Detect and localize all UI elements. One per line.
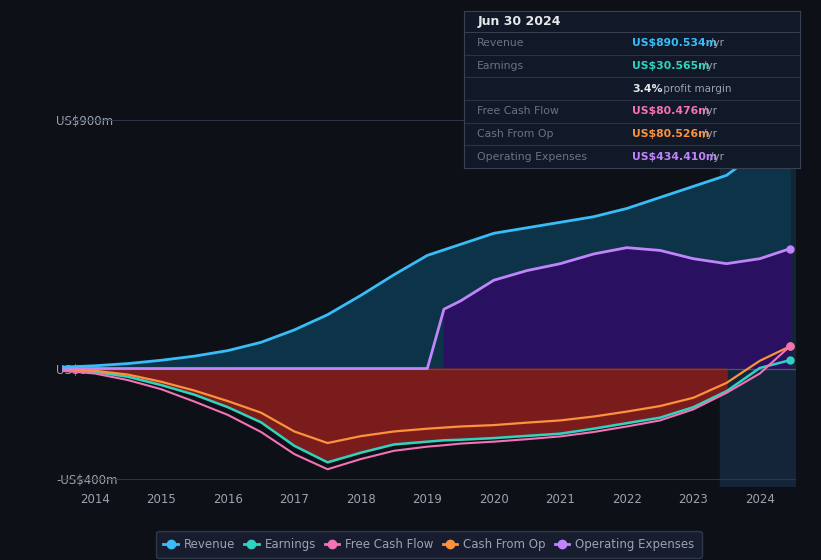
Text: Jun 30 2024: Jun 30 2024 (477, 15, 561, 28)
Text: Earnings: Earnings (477, 61, 525, 71)
Text: /yr: /yr (703, 61, 717, 71)
Text: /yr: /yr (703, 129, 717, 139)
Text: profit margin: profit margin (660, 84, 732, 94)
Text: Revenue: Revenue (477, 39, 525, 48)
Text: Operating Expenses: Operating Expenses (477, 152, 587, 162)
Text: /yr: /yr (710, 152, 724, 162)
Text: /yr: /yr (703, 106, 717, 116)
Text: US$890.534m: US$890.534m (632, 39, 717, 48)
Text: Cash From Op: Cash From Op (477, 129, 554, 139)
Text: US$30.565m: US$30.565m (632, 61, 709, 71)
Text: /yr: /yr (710, 39, 724, 48)
Text: US$434.410m: US$434.410m (632, 152, 718, 162)
Text: US$80.526m: US$80.526m (632, 129, 709, 139)
Bar (720, 104, 796, 487)
Text: Free Cash Flow: Free Cash Flow (477, 106, 559, 116)
Text: 3.4%: 3.4% (632, 84, 663, 94)
Text: US$80.476m: US$80.476m (632, 106, 709, 116)
Legend: Revenue, Earnings, Free Cash Flow, Cash From Op, Operating Expenses: Revenue, Earnings, Free Cash Flow, Cash … (156, 531, 702, 558)
